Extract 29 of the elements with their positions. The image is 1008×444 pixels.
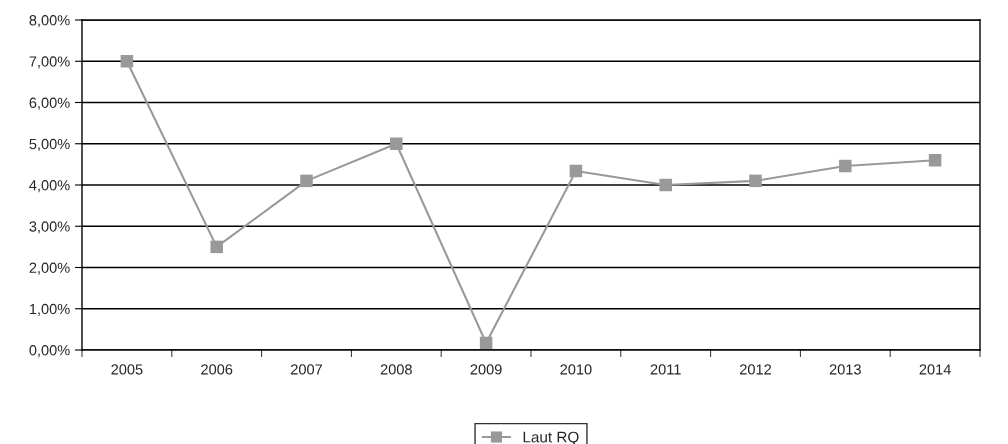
- y-tick-label: 2,00%: [29, 262, 70, 275]
- point: [839, 159, 852, 173]
- point: [210, 240, 223, 254]
- x-tick-label: 2006: [201, 364, 233, 375]
- x-tick-label: 2009: [470, 364, 502, 375]
- point: [659, 178, 672, 192]
- y-tick-label: 0,00%: [29, 345, 70, 358]
- point: [569, 164, 583, 178]
- y-tick-label: 4,00%: [29, 180, 70, 193]
- point: [479, 336, 493, 350]
- x-tick-label: 2014: [919, 364, 951, 375]
- y-tick-label: 8,00%: [29, 15, 70, 28]
- x-tick-label: 2012: [740, 364, 771, 375]
- point: [928, 154, 942, 167]
- x-tick-label: 2010: [560, 364, 592, 375]
- y-tick-label: 6,00%: [29, 97, 70, 110]
- x-tick-label: 2011: [650, 364, 681, 375]
- point: [749, 174, 762, 188]
- x-tick-label: 2013: [829, 364, 861, 375]
- y-tick-label: 3,00%: [29, 221, 70, 234]
- x-tick-label: 2007: [291, 364, 322, 375]
- x-tick-label: 2005: [111, 364, 143, 375]
- y-tick-label: 7,00%: [29, 56, 70, 69]
- y-tick-label: 1,00%: [29, 303, 70, 316]
- point: [120, 55, 134, 68]
- y-tick-label: 5,00%: [29, 138, 70, 151]
- x-tick-label: 2008: [380, 364, 412, 375]
- point: [390, 137, 403, 150]
- point: [300, 174, 313, 188]
